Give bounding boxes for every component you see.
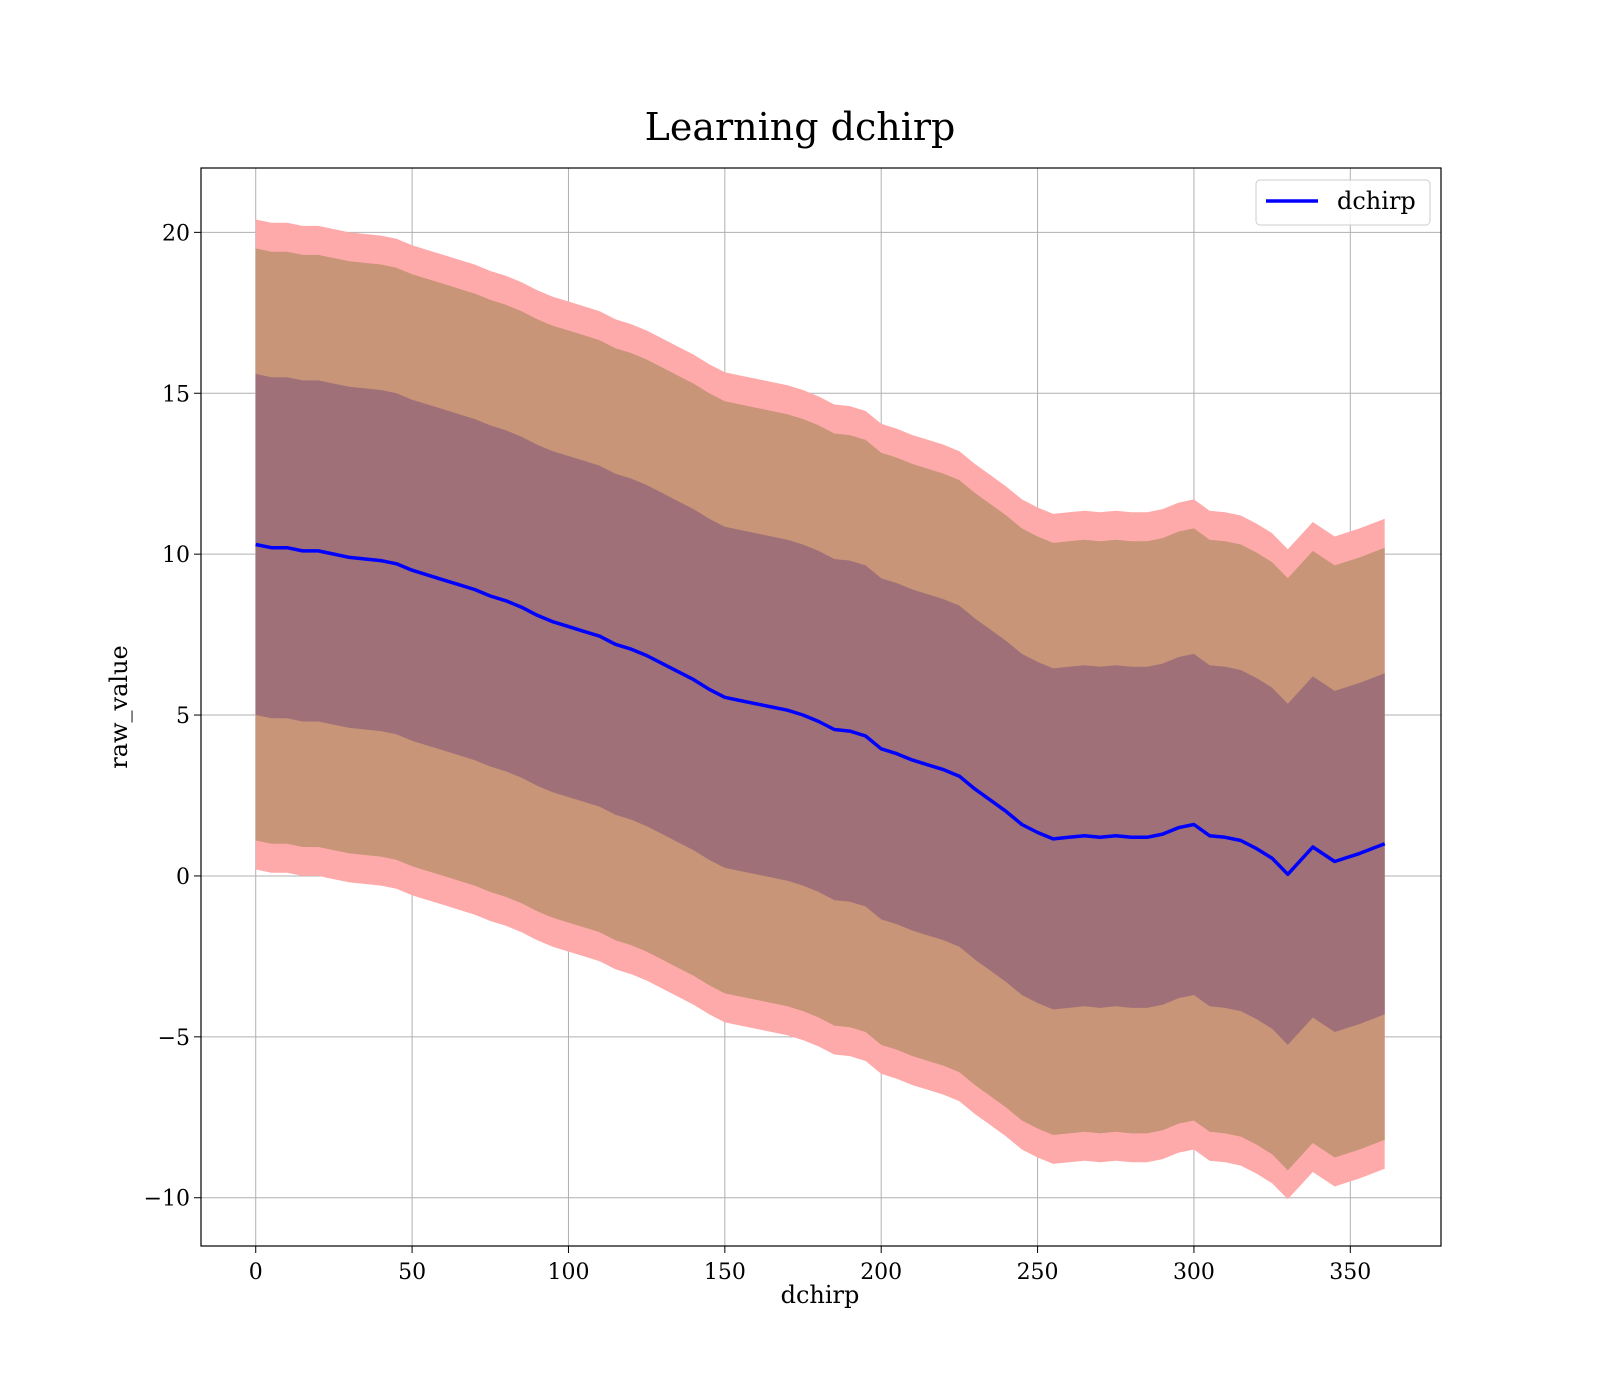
y-axis-ticks: −10 −5 0 5 10 15 20	[144, 221, 201, 1212]
y-tick-label: 20	[162, 221, 190, 246]
x-tick-label: 150	[704, 1260, 746, 1285]
x-tick-label: 50	[398, 1260, 426, 1285]
x-tick-label: 0	[249, 1260, 263, 1285]
legend: dchirp	[1255, 179, 1431, 226]
legend-box	[1255, 179, 1431, 226]
plot-frame	[200, 167, 1442, 1247]
y-tick-label: 10	[162, 543, 190, 568]
y-tick-label: 15	[162, 382, 190, 407]
y-tick-label: −10	[144, 1187, 190, 1212]
series-line-dchirp	[255, 542, 1386, 877]
x-tick-label: 250	[1017, 1260, 1059, 1285]
confidence-bands	[255, 219, 1385, 1200]
x-tick-label: 350	[1329, 1260, 1371, 1285]
x-tick-label: 200	[860, 1260, 902, 1285]
chart-title: Learning dchirp	[645, 105, 956, 149]
legend-entry-dchirp: dchirp	[1337, 187, 1416, 215]
y-tick-label: −5	[158, 1026, 190, 1051]
x-tick-label: 100	[547, 1260, 589, 1285]
y-axis-label: raw_value	[105, 645, 133, 769]
x-axis-ticks: 0 50 100 150 200 250 300 350	[249, 1246, 1371, 1285]
line-series	[255, 542, 1386, 877]
x-tick-label: 300	[1173, 1260, 1215, 1285]
x-axis-label: dchirp	[781, 1281, 860, 1309]
y-tick-label: 5	[176, 704, 190, 729]
inner-band	[255, 373, 1385, 1045]
y-tick-label: 0	[176, 865, 190, 890]
